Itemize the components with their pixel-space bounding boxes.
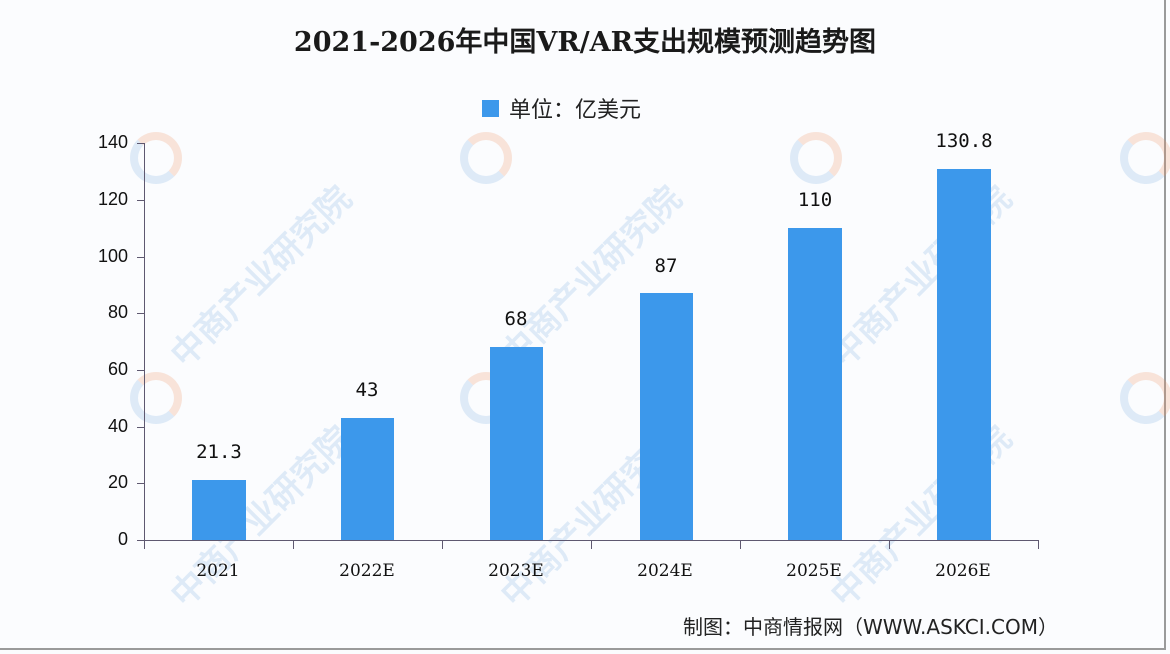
bar-value-label: 68 xyxy=(504,308,528,330)
y-tick xyxy=(137,540,145,541)
y-tick-label: 100 xyxy=(97,246,128,266)
y-tick xyxy=(137,313,145,314)
y-tick xyxy=(137,427,145,428)
y-tick xyxy=(137,370,145,371)
x-tick xyxy=(144,540,145,549)
x-tick xyxy=(442,540,443,549)
legend: 单位：亿美元 xyxy=(482,92,641,124)
bar-value-label: 87 xyxy=(654,255,678,277)
y-tick xyxy=(137,483,145,484)
x-tick xyxy=(1038,540,1039,549)
bar-2023E xyxy=(490,347,543,540)
bar-value-label: 21.3 xyxy=(196,441,242,463)
legend-label: 单位：亿美元 xyxy=(509,98,642,123)
y-tick xyxy=(137,200,145,201)
bar-2026E xyxy=(937,169,991,540)
bar-2022E xyxy=(341,418,394,540)
y-tick-label: 0 xyxy=(117,529,128,549)
y-tick-label: 140 xyxy=(97,132,128,152)
y-axis-line xyxy=(144,143,145,549)
chart-title: 2021-2026年中国VR/AR支出规模预测趋势图 xyxy=(293,27,877,58)
bar-2021 xyxy=(192,480,246,540)
legend-swatch-icon xyxy=(482,99,499,117)
x-tick xyxy=(293,540,294,549)
bar-value-label: 43 xyxy=(355,379,379,401)
y-tick-label: 60 xyxy=(107,359,128,379)
x-tick-label: 2022E xyxy=(339,561,395,581)
y-tick-label: 40 xyxy=(107,416,128,436)
bar-value-label: 110 xyxy=(797,189,833,211)
x-tick xyxy=(591,540,592,549)
x-tick-label: 2023E xyxy=(488,561,544,581)
y-tick xyxy=(137,257,145,258)
bar-2024E xyxy=(640,293,693,540)
x-tick xyxy=(740,540,741,549)
x-tick-label: 2024E xyxy=(637,561,693,581)
y-tick-label: 20 xyxy=(107,472,128,492)
bar-value-label: 130.8 xyxy=(935,130,993,152)
y-tick-label: 80 xyxy=(107,302,128,322)
bar-2025E xyxy=(788,228,842,540)
x-tick xyxy=(889,540,890,549)
y-tick xyxy=(137,143,145,144)
x-tick-label: 2025E xyxy=(786,561,842,581)
y-tick-label: 120 xyxy=(97,189,128,209)
x-tick-label: 2026E xyxy=(935,561,991,581)
x-tick-label: 2021 xyxy=(196,561,240,581)
source-credit: 制图：中商情报网（WWW.ASKCI.COM） xyxy=(683,615,1058,639)
